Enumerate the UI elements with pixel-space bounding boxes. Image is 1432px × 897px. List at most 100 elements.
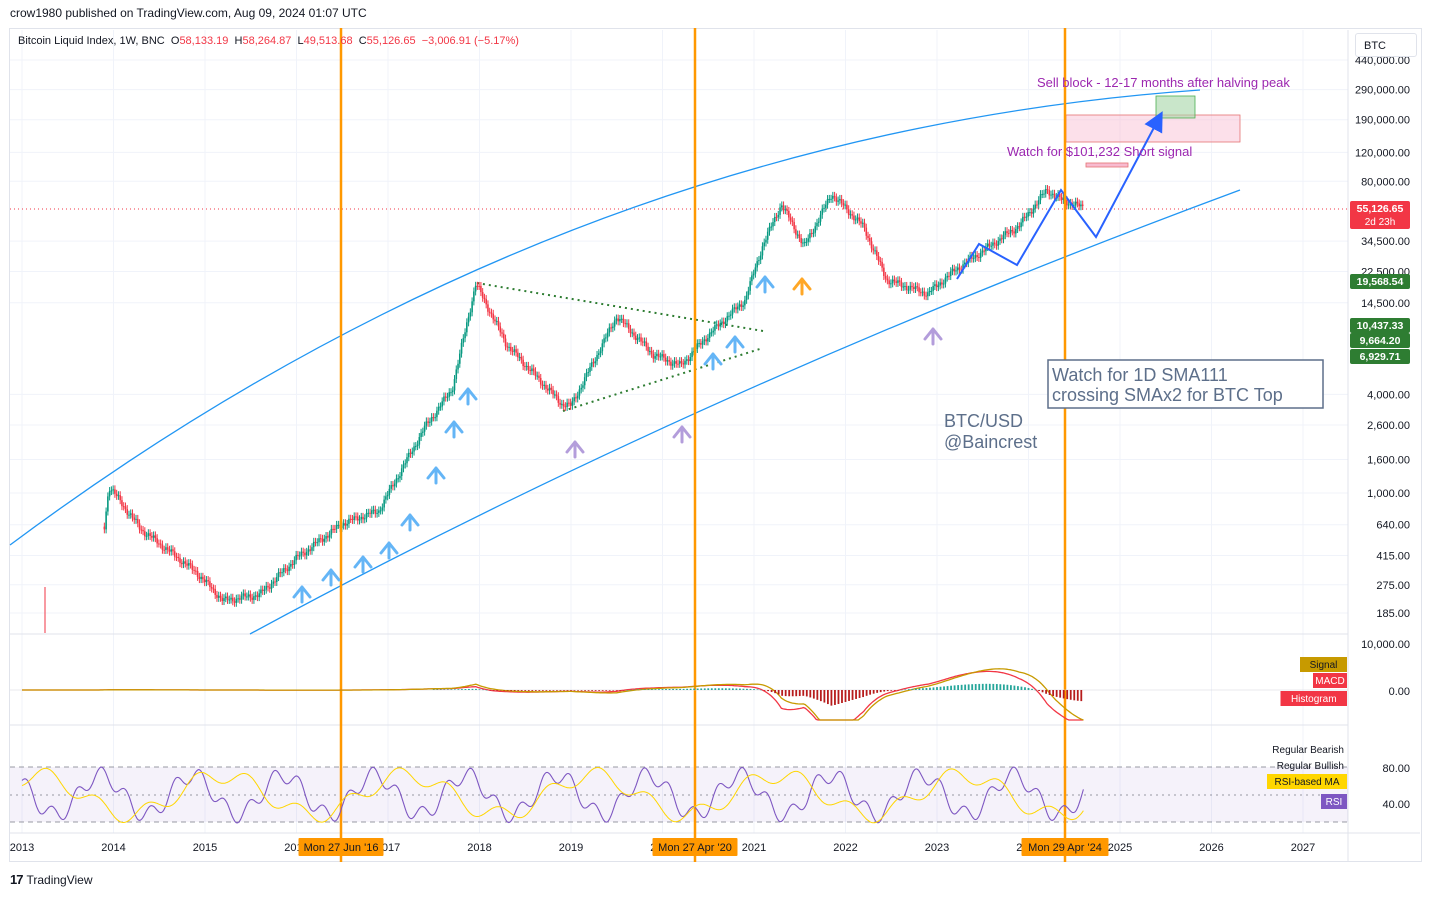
- candle-body: [814, 226, 817, 233]
- candle-body: [1020, 222, 1022, 228]
- annotations: Sell block - 12-17 months after halving …: [944, 75, 1290, 452]
- annotation-boxed[interactable]: [1047, 359, 1324, 409]
- candle-body: [805, 241, 808, 243]
- candle-body: [446, 396, 449, 398]
- candle-body: [835, 197, 838, 202]
- candle-body: [436, 410, 438, 418]
- price-badge-sub: 2d 23h: [1365, 217, 1396, 228]
- price-badge-label: 10,437.33: [1357, 320, 1404, 332]
- candle-body: [346, 523, 348, 526]
- candle-body: [916, 286, 919, 288]
- candle-body: [726, 316, 729, 322]
- candle-body: [596, 354, 598, 362]
- up-arrow-icon: [725, 335, 745, 354]
- candle-body: [1034, 204, 1036, 209]
- price-candles: [44, 185, 1084, 633]
- candle-body: [902, 286, 905, 288]
- candle-body: [224, 596, 227, 599]
- candle-body: [129, 513, 132, 515]
- histogram-bar: [665, 689, 667, 690]
- up-arrow-icon: [292, 585, 312, 604]
- candle-body: [1080, 204, 1082, 207]
- histogram-bar: [848, 690, 850, 701]
- histogram-bar: [556, 690, 558, 691]
- candle-body: [789, 217, 792, 221]
- price-axis[interactable]: 440,000.00 290,000.00 190,000.00 120,000.00…: [1355, 55, 1410, 811]
- histogram-bar: [788, 690, 791, 697]
- candle-body: [327, 536, 329, 538]
- candle-body: [371, 510, 373, 514]
- candle-body: [504, 338, 507, 347]
- candle-body: [800, 238, 802, 244]
- symbol-selector[interactable]: BTC: [1355, 33, 1417, 57]
- candle-body: [318, 538, 320, 543]
- candle-body: [1007, 233, 1010, 235]
- histogram-bar: [1080, 690, 1083, 702]
- histogram-bar: [1002, 684, 1005, 690]
- histogram-bar: [893, 690, 896, 691]
- histogram-bar: [1069, 690, 1072, 700]
- candle-body: [400, 468, 403, 477]
- histogram-bar: [601, 690, 604, 691]
- histogram-bar: [802, 690, 805, 696]
- candle-body: [114, 489, 116, 494]
- candle-body: [562, 403, 565, 407]
- halving-date-label: Mon 27 Jun '16: [304, 842, 379, 854]
- candle-body: [627, 323, 630, 329]
- candle-body: [409, 452, 412, 454]
- candle-body: [304, 552, 306, 556]
- histogram-bar: [763, 690, 766, 691]
- candle-body: [151, 536, 153, 538]
- candle-body: [652, 353, 655, 359]
- candle-body: [430, 417, 433, 422]
- histogram-bar: [489, 690, 491, 691]
- arrow-shape: [400, 513, 420, 532]
- candle-body: [705, 339, 707, 342]
- histogram-bar: [612, 690, 615, 691]
- candle-body: [170, 549, 173, 552]
- channel-upper[interactable]: [9, 89, 1201, 546]
- candle-body: [779, 207, 781, 215]
- histogram-bar: [974, 684, 977, 690]
- candle-body: [402, 464, 405, 469]
- candle-body: [379, 510, 382, 512]
- symbol-legend[interactable]: Bitcoin Liquid Index, 1W, BNC O58,133.19…: [18, 35, 519, 47]
- candle-body: [874, 250, 876, 252]
- candle-body: [1059, 194, 1061, 197]
- candle-body: [325, 536, 327, 539]
- candle-body: [1044, 189, 1047, 194]
- target-zone[interactable]: [1155, 95, 1196, 119]
- candle-body: [237, 598, 239, 600]
- rising-channel[interactable]: [9, 89, 1241, 635]
- histogram-bar: [1041, 690, 1044, 693]
- histogram-bar: [482, 689, 484, 691]
- candle-body: [795, 229, 797, 235]
- candle-body: [221, 597, 224, 602]
- candle-body: [995, 244, 998, 246]
- candle-body: [775, 216, 778, 218]
- candle-body: [872, 248, 875, 251]
- candle-body: [737, 306, 739, 310]
- candle-body: [425, 421, 428, 426]
- candle-body: [136, 518, 139, 524]
- candle-body: [935, 284, 938, 288]
- candle-body: [640, 337, 642, 342]
- histogram-bar: [932, 687, 935, 690]
- candle-body: [719, 323, 722, 327]
- footer-brand[interactable]: 17 TradingView: [10, 872, 93, 887]
- candle-body: [193, 569, 195, 571]
- price-badge-label: 9,664.20: [1360, 335, 1401, 347]
- candle-body: [362, 516, 364, 520]
- candle-body: [876, 250, 878, 256]
- projection-path[interactable]: [956, 111, 1163, 280]
- candle-body: [209, 581, 211, 587]
- candle-body: [497, 320, 500, 327]
- channel-lower[interactable]: [249, 189, 1241, 635]
- candle-body: [568, 402, 570, 404]
- histogram-bar: [436, 689, 439, 690]
- candle-body: [812, 232, 815, 234]
- candle-body: [918, 287, 920, 293]
- candle-body: [622, 318, 625, 324]
- candle-body: [645, 341, 648, 347]
